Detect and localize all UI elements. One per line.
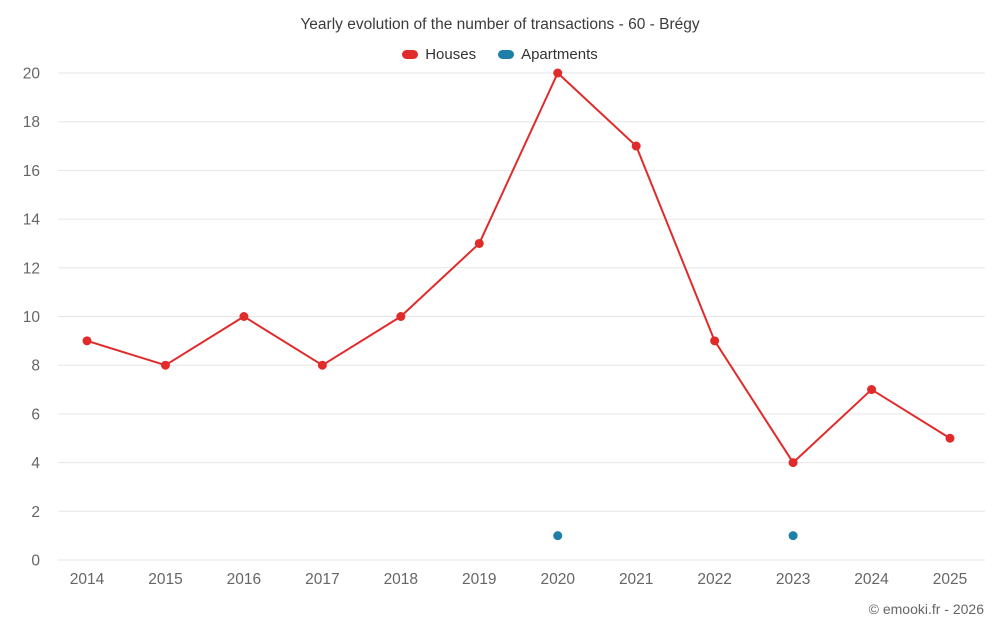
y-axis-tick-label: 18 — [23, 114, 40, 131]
chart-title: Yearly evolution of the number of transa… — [300, 16, 700, 33]
data-point-houses[interactable] — [631, 141, 641, 151]
data-point-houses[interactable] — [317, 360, 327, 370]
legend-item-apartments[interactable]: Apartments — [498, 46, 598, 63]
series-line-houses — [713, 339, 795, 464]
x-axis-tick-label: 2015 — [148, 571, 182, 588]
legend: Houses Apartments — [0, 46, 1000, 63]
series-line-houses — [792, 388, 873, 464]
legend-label: Apartments — [521, 46, 598, 63]
data-point-houses[interactable] — [396, 312, 406, 321]
footer-credit: © emooki.fr - 2026 — [868, 601, 984, 617]
x-axis-tick-label: 2014 — [70, 571, 105, 588]
y-axis-tick-label: 10 — [23, 309, 41, 326]
x-axis-tick-label: 2020 — [540, 571, 575, 588]
x-axis-tick-label: 2017 — [305, 571, 339, 588]
y-axis-tick-label: 16 — [23, 163, 40, 180]
data-point-houses[interactable] — [239, 312, 249, 321]
y-axis-tick-label: 14 — [23, 212, 41, 229]
series-line-houses — [399, 242, 481, 318]
x-axis-tick-label: 2024 — [854, 571, 889, 588]
y-axis-tick-label: 4 — [31, 455, 40, 472]
data-point-houses[interactable] — [710, 336, 720, 346]
x-axis-tick-label: 2021 — [619, 571, 653, 588]
y-axis-tick-label: 20 — [23, 66, 41, 83]
data-point-houses[interactable] — [160, 360, 170, 370]
series-line-houses — [556, 72, 638, 148]
y-axis-tick-label: 12 — [23, 260, 40, 277]
series-line-houses — [242, 315, 324, 367]
y-axis-tick-label: 8 — [31, 358, 40, 375]
y-axis-tick-label: 6 — [31, 406, 40, 423]
legend-label: Houses — [425, 46, 477, 63]
data-point-houses[interactable] — [82, 336, 92, 346]
x-axis-tick-label: 2018 — [384, 571, 418, 588]
data-point-houses[interactable] — [788, 458, 798, 468]
series-line-houses — [635, 145, 716, 342]
data-point-apartments[interactable] — [788, 531, 798, 541]
x-axis-tick-label: 2022 — [697, 571, 731, 588]
data-point-houses[interactable] — [553, 68, 563, 78]
series-line-houses — [478, 72, 559, 245]
series-line-houses — [86, 339, 167, 367]
legend-item-houses[interactable]: Houses — [402, 46, 476, 63]
series-line-houses — [164, 315, 245, 367]
y-axis-tick-label: 2 — [31, 504, 40, 521]
legend-swatch-apartments — [498, 50, 515, 59]
x-axis-tick-label: 2016 — [227, 571, 261, 588]
data-point-apartments[interactable] — [553, 531, 563, 541]
x-axis-tick-label: 2019 — [462, 571, 496, 588]
legend-swatch-houses — [402, 50, 419, 59]
x-axis-tick-label: 2025 — [933, 571, 967, 588]
data-point-houses[interactable] — [867, 385, 877, 395]
series-line-houses — [870, 388, 951, 440]
data-point-houses[interactable] — [474, 238, 484, 248]
series-line-houses — [321, 315, 402, 367]
data-point-houses[interactable] — [945, 433, 955, 443]
x-axis-tick-label: 2023 — [776, 571, 810, 588]
y-axis-tick-label: 0 — [31, 553, 40, 570]
